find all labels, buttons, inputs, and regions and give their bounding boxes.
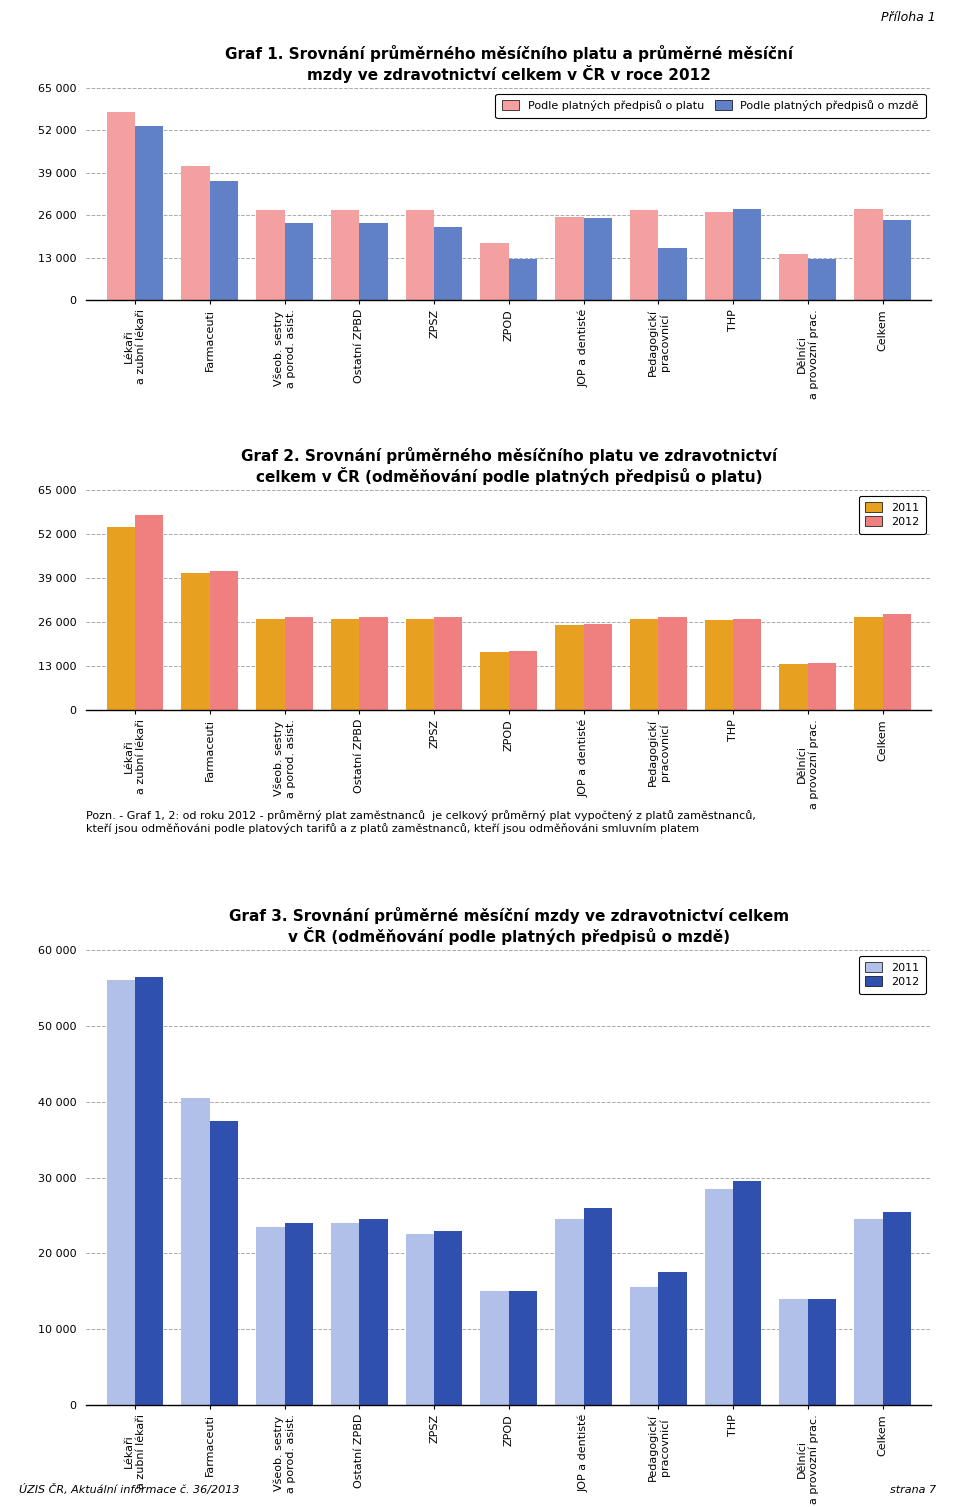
Bar bbox=[406, 1234, 434, 1405]
Bar bbox=[808, 1299, 836, 1405]
Bar bbox=[705, 1189, 733, 1405]
Bar bbox=[284, 223, 313, 300]
Bar bbox=[509, 651, 538, 710]
Bar bbox=[284, 1224, 313, 1405]
Bar bbox=[359, 616, 388, 710]
Bar bbox=[659, 1272, 686, 1405]
Bar bbox=[135, 125, 163, 300]
Title: Graf 2. Srovnání průměrného měsíčního platu ve zdravotnictví
celkem v ČR (odměňo: Graf 2. Srovnání průměrného měsíčního pl… bbox=[241, 446, 777, 485]
Bar bbox=[509, 1291, 538, 1405]
Bar bbox=[733, 208, 761, 300]
Bar bbox=[733, 618, 761, 710]
Bar bbox=[705, 212, 733, 300]
Text: Příloha 1: Příloha 1 bbox=[881, 11, 936, 24]
Legend: 2011, 2012: 2011, 2012 bbox=[858, 496, 925, 533]
Bar bbox=[630, 618, 659, 710]
Bar bbox=[256, 618, 284, 710]
Bar bbox=[284, 616, 313, 710]
Bar bbox=[808, 663, 836, 710]
Bar bbox=[733, 1181, 761, 1405]
Bar bbox=[584, 219, 612, 300]
Bar bbox=[209, 181, 238, 300]
Bar bbox=[555, 1219, 584, 1405]
Bar bbox=[135, 515, 163, 710]
Title: Graf 3. Srovnání průměrné měsíční mzdy ve zdravotnictví celkem
v ČR (odměňování : Graf 3. Srovnání průměrné měsíční mzdy v… bbox=[228, 907, 789, 945]
Bar bbox=[480, 653, 509, 710]
Bar bbox=[854, 616, 882, 710]
Bar bbox=[209, 1121, 238, 1405]
Bar bbox=[780, 665, 808, 710]
Bar bbox=[406, 618, 434, 710]
Bar bbox=[107, 527, 135, 710]
Legend: 2011, 2012: 2011, 2012 bbox=[858, 955, 925, 993]
Bar bbox=[509, 259, 538, 300]
Bar bbox=[882, 220, 911, 300]
Bar bbox=[181, 573, 209, 710]
Bar bbox=[406, 211, 434, 300]
Text: strana 7: strana 7 bbox=[890, 1484, 936, 1495]
Bar bbox=[584, 624, 612, 710]
Legend: Podle platných předpisů o platu, Podle platných předpisů o mzdě: Podle platných předpisů o platu, Podle p… bbox=[495, 93, 925, 118]
Bar bbox=[780, 255, 808, 300]
Bar bbox=[854, 1219, 882, 1405]
Bar bbox=[555, 625, 584, 710]
Bar bbox=[555, 217, 584, 300]
Title: Graf 1. Srovnání průměrného měsíčního platu a průměrné měsíční
mzdy ve zdravotni: Graf 1. Srovnání průměrného měsíčního pl… bbox=[225, 45, 793, 83]
Bar bbox=[480, 243, 509, 300]
Bar bbox=[659, 616, 686, 710]
Bar bbox=[480, 1291, 509, 1405]
Bar bbox=[256, 1227, 284, 1405]
Bar bbox=[882, 1212, 911, 1405]
Bar bbox=[331, 618, 359, 710]
Bar bbox=[181, 1099, 209, 1405]
Bar bbox=[584, 1207, 612, 1405]
Bar bbox=[854, 208, 882, 300]
Bar bbox=[434, 616, 463, 710]
Bar bbox=[808, 259, 836, 300]
Bar bbox=[705, 621, 733, 710]
Bar bbox=[359, 1219, 388, 1405]
Bar bbox=[107, 113, 135, 300]
Bar bbox=[780, 1299, 808, 1405]
Text: ÚZIS ČR, Aktuální informace č. 36/2013: ÚZIS ČR, Aktuální informace č. 36/2013 bbox=[19, 1484, 240, 1495]
Bar bbox=[107, 981, 135, 1405]
Bar bbox=[256, 211, 284, 300]
Bar bbox=[882, 613, 911, 710]
Bar bbox=[630, 211, 659, 300]
Bar bbox=[434, 226, 463, 300]
Bar bbox=[209, 571, 238, 710]
Text: Pozn. - Graf 1, 2: od roku 2012 - průměrný plat zaměstnanců  je celkový průměrný: Pozn. - Graf 1, 2: od roku 2012 - průměr… bbox=[86, 809, 756, 833]
Bar bbox=[135, 977, 163, 1405]
Bar bbox=[359, 223, 388, 300]
Bar bbox=[331, 211, 359, 300]
Bar bbox=[331, 1224, 359, 1405]
Bar bbox=[434, 1231, 463, 1405]
Bar bbox=[659, 247, 686, 300]
Bar bbox=[181, 166, 209, 300]
Bar bbox=[630, 1287, 659, 1405]
